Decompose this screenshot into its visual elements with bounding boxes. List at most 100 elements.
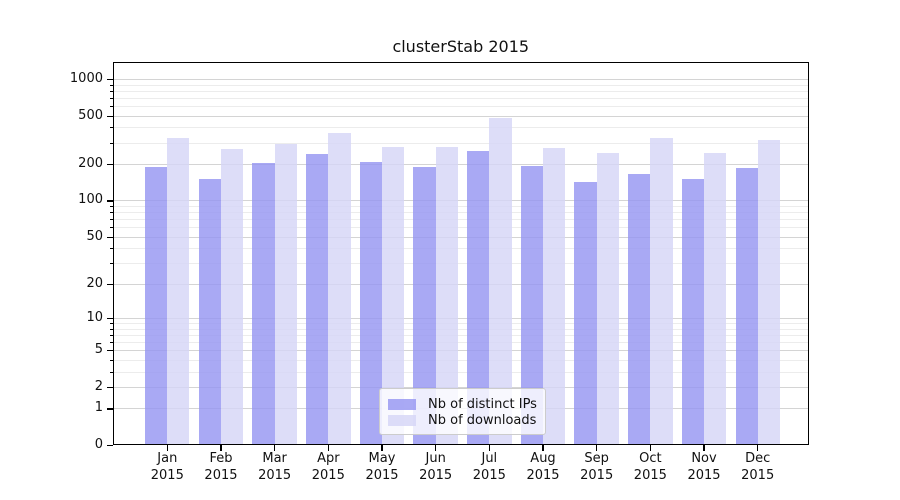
gridline-minor <box>112 142 809 144</box>
x-tick-label: Aug 2015 <box>526 451 560 483</box>
x-tick-mark <box>381 445 383 451</box>
y-tick-mark <box>107 115 113 117</box>
gridline-major <box>112 350 809 352</box>
gridline-minor <box>112 263 809 265</box>
y-tick-label: 5 <box>94 342 103 358</box>
y-tick-mark-minor <box>109 334 113 336</box>
x-tick-label: Jan 2015 <box>150 451 184 483</box>
gridline-minor <box>112 371 809 373</box>
gridline-minor <box>112 328 809 330</box>
legend-item-downloads: Nb of downloads <box>388 412 537 428</box>
gridline-major <box>112 283 809 285</box>
gridline-major <box>112 317 809 319</box>
y-tick-mark-minor <box>109 142 113 144</box>
x-tick-label: Sep 2015 <box>580 451 614 483</box>
bar-distinct-ips-mar <box>252 162 275 445</box>
y-tick-mark <box>107 350 113 352</box>
x-tick-label: Mar 2015 <box>258 451 292 483</box>
y-tick-mark <box>107 236 113 239</box>
bar-downloads-feb <box>220 149 244 445</box>
gridline-minor <box>112 212 809 214</box>
gridline-minor <box>112 341 809 343</box>
bar-distinct-ips-jul <box>467 150 490 445</box>
y-tick-mark <box>107 317 113 320</box>
gridline-major <box>112 236 809 238</box>
x-tick-label: Feb 2015 <box>204 451 238 483</box>
bar-downloads-may <box>381 147 405 445</box>
x-tick-label: Nov 2015 <box>687 451 721 483</box>
bar-distinct-ips-apr <box>306 154 329 445</box>
legend: Nb of distinct IPs Nb of downloads <box>379 388 546 435</box>
gridline-minor <box>112 127 809 129</box>
bar-downloads-jul <box>489 118 512 445</box>
legend-swatch-distinct-ips <box>388 398 416 410</box>
bar-downloads-jan <box>167 137 190 445</box>
bar-downloads-dec <box>757 140 780 445</box>
bar-distinct-ips-feb <box>198 179 221 445</box>
legend-item-distinct-ips: Nb of distinct IPs <box>388 396 537 412</box>
x-tick-mark <box>166 445 168 451</box>
y-tick-mark <box>107 78 113 81</box>
x-tick-mark <box>273 445 276 451</box>
x-tick-label: Jun 2015 <box>419 451 453 483</box>
y-tick-label: 50 <box>86 228 103 244</box>
y-tick-label: 20 <box>86 275 103 291</box>
y-tick-mark-minor <box>109 359 113 361</box>
bar-distinct-ips-sep <box>574 182 597 445</box>
bar-distinct-ips-oct <box>628 173 651 445</box>
x-tick-label: May 2015 <box>365 451 399 483</box>
gridline-minor <box>112 323 809 324</box>
legend-swatch-downloads <box>388 414 416 426</box>
x-tick-mark <box>703 445 705 451</box>
x-tick-mark <box>757 445 759 451</box>
gridline-minor <box>112 248 809 250</box>
gridline-minor <box>112 90 809 92</box>
y-tick-mark-minor <box>109 97 113 99</box>
bar-distinct-ips-jun <box>413 166 436 445</box>
y-tick-mark-minor <box>109 371 113 373</box>
x-tick-label: Jul 2015 <box>472 451 506 483</box>
bar-downloads-oct <box>650 137 673 445</box>
y-tick-mark-minor <box>109 127 113 129</box>
gridline-major <box>112 78 809 80</box>
x-tick-mark <box>649 445 652 451</box>
bar-distinct-ips-dec <box>735 168 758 445</box>
gridline-minor <box>112 359 809 361</box>
y-tick-mark-minor <box>109 90 113 92</box>
y-tick-mark-minor <box>109 205 113 207</box>
legend-label-distinct-ips: Nb of distinct IPs <box>428 396 537 412</box>
y-tick-label: 0 <box>94 437 103 452</box>
y-tick-mark <box>107 408 113 410</box>
x-tick-mark <box>595 445 598 451</box>
y-tick-mark-minor <box>109 219 113 221</box>
y-tick-mark-minor <box>109 105 113 107</box>
legend-label-downloads: Nb of downloads <box>428 412 537 428</box>
y-tick-mark-minor <box>109 341 113 343</box>
gridline-major <box>112 164 809 165</box>
gridline-minor <box>112 227 809 229</box>
y-tick-mark <box>107 445 113 447</box>
gridline-minor <box>112 105 809 107</box>
bar-downloads-mar <box>274 144 297 445</box>
bar-distinct-ips-jan <box>145 166 168 445</box>
y-tick-mark-minor <box>109 248 113 250</box>
gridline-major <box>112 386 809 388</box>
y-tick-mark-minor <box>109 84 113 86</box>
bar-downloads-nov <box>704 153 727 445</box>
x-tick-mark <box>220 445 222 451</box>
y-tick-label: 2 <box>94 378 103 394</box>
x-tick-label: Apr 2015 <box>311 451 345 483</box>
bar-downloads-jun <box>435 146 458 445</box>
gridline-minor <box>112 205 809 207</box>
gridline-minor <box>112 97 809 99</box>
bar-distinct-ips-may <box>359 162 382 445</box>
y-tick-mark <box>107 386 113 389</box>
gridline-minor <box>112 219 809 221</box>
y-tick-mark <box>107 200 113 202</box>
chart-title: clusterStab 2015 <box>392 37 530 56</box>
bar-distinct-ips-aug <box>520 165 543 445</box>
y-tick-mark-minor <box>109 263 113 265</box>
gridline-minor <box>112 334 809 336</box>
x-tick-label: Dec 2015 <box>741 451 775 483</box>
